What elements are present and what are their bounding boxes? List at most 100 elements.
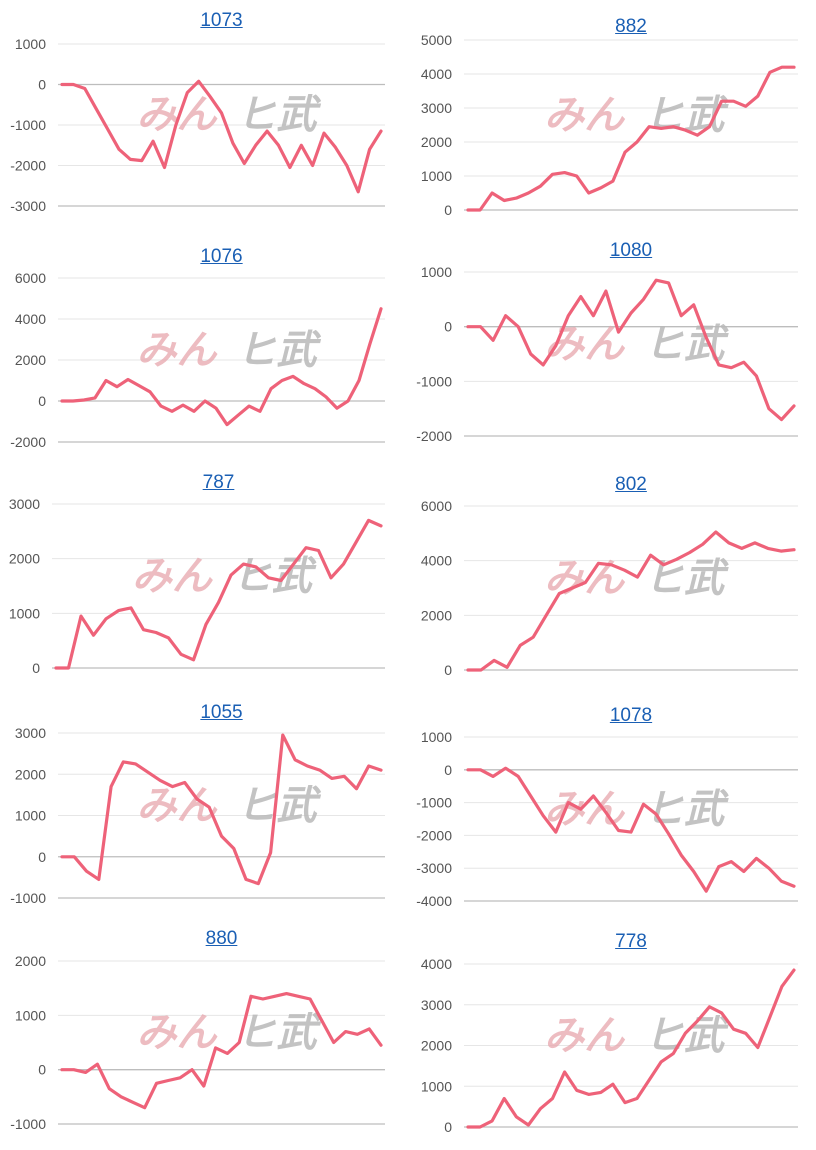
watermark-logo: ヒ武	[232, 554, 317, 598]
y-tick-label: 0	[38, 393, 46, 409]
series-line	[54, 518, 383, 670]
y-tick-label: 6000	[421, 498, 452, 514]
y-tick-label: -1000	[10, 1116, 46, 1132]
watermark-logo: みん	[132, 554, 214, 598]
y-tick-label: 0	[444, 319, 452, 335]
y-tick-label: 1000	[421, 264, 452, 280]
y-tick-label: 2000	[421, 1038, 452, 1054]
y-tick-label: 4000	[421, 956, 452, 972]
series-line	[60, 733, 383, 886]
y-tick-label: 5000	[421, 32, 452, 48]
chart-panel: 1000 0 -1000 -2000 -3000 みん ヒ武 1073	[0, 8, 400, 220]
watermark-logo: ヒ武	[236, 328, 321, 372]
y-tick-label: 3000	[15, 725, 46, 741]
chart-title-link[interactable]: 882	[615, 16, 647, 37]
y-tick-label: -1000	[10, 117, 46, 133]
y-tick-label: 3000	[421, 997, 452, 1013]
y-tick-label: 0	[38, 849, 46, 865]
y-tick-label: 1000	[15, 36, 46, 52]
line-chart: 2000 1000 0 -1000 みん ヒ武	[10, 953, 385, 1132]
series-line	[466, 278, 796, 422]
y-tick-label: 0	[32, 660, 40, 676]
watermark-logo: みん	[544, 556, 626, 600]
chart-panel: 6000 4000 2000 0 みん ヒ武 802	[406, 472, 816, 684]
series-line	[466, 530, 796, 672]
watermark-logo: みん	[136, 1011, 218, 1055]
chart-panel: 5000 4000 3000 2000 1000 0 みん ヒ武 882	[406, 14, 816, 224]
watermark-logo: みん	[136, 328, 218, 372]
y-tick-label: 1000	[421, 168, 452, 184]
y-tick-label: 1000	[421, 1078, 452, 1094]
chart-panel: 3000 2000 1000 0 みん ヒ武 787	[0, 470, 400, 682]
chart-title-link[interactable]: 778	[615, 931, 647, 952]
y-tick-label: 2000	[421, 134, 452, 150]
line-chart: 3000 2000 1000 0 みん ヒ武	[9, 496, 385, 676]
y-tick-label: 1000	[15, 808, 46, 824]
y-tick-label: -1000	[10, 890, 46, 906]
y-tick-label: 2000	[9, 551, 40, 567]
chart-title-link[interactable]: 1078	[609, 705, 653, 726]
chart-panel: 6000 4000 2000 0 -2000 みん ヒ武 1076	[0, 244, 400, 456]
series-line	[60, 991, 383, 1110]
series-line	[60, 79, 383, 194]
y-tick-label: 2000	[15, 352, 46, 368]
y-tick-label: 4000	[421, 553, 452, 569]
watermark-logo: みん	[544, 1014, 626, 1058]
line-chart: 6000 4000 2000 0 -2000 みん ヒ武	[10, 270, 385, 450]
y-tick-label: 0	[444, 202, 452, 218]
y-tick-label: 0	[444, 762, 452, 778]
y-tick-label: -3000	[416, 860, 452, 876]
chart-panel: 4000 3000 2000 1000 0 みん ヒ武 778	[406, 929, 816, 1141]
y-tick-label: -2000	[10, 434, 46, 450]
y-tick-label: -3000	[10, 198, 46, 214]
series-line	[60, 307, 383, 427]
chart-panel: 1000 0 -1000 -2000 -3000 -4000 みん ヒ武 1078	[406, 703, 816, 915]
y-tick-label: 0	[38, 77, 46, 93]
watermark-logo: ヒ武	[644, 787, 729, 831]
y-tick-label: -2000	[416, 428, 452, 444]
series-line	[466, 65, 796, 212]
chart-title-link[interactable]: 1076	[200, 246, 243, 267]
watermark-logo: みん	[544, 93, 626, 137]
chart-title-link[interactable]: 1080	[609, 240, 653, 261]
chart-title-link[interactable]: 787	[202, 472, 235, 493]
y-tick-label: -1000	[416, 373, 452, 389]
y-tick-label: 0	[38, 1062, 46, 1078]
y-tick-label: 2000	[15, 766, 46, 782]
y-tick-label: -4000	[416, 893, 452, 909]
chart-panel: 3000 2000 1000 0 -1000 みん ヒ武 1055	[0, 700, 400, 912]
y-tick-label: 4000	[421, 66, 452, 82]
y-tick-label: 6000	[15, 270, 46, 286]
y-tick-label: -2000	[10, 158, 46, 174]
chart-title-link[interactable]: 880	[205, 928, 238, 949]
y-tick-label: 2000	[421, 607, 452, 623]
chart-title-link[interactable]: 1055	[200, 702, 243, 723]
y-tick-label: 1000	[15, 1007, 46, 1023]
chart-panel: 2000 1000 0 -1000 みん ヒ武 880	[0, 926, 400, 1138]
y-tick-label: 2000	[15, 953, 46, 969]
watermark-logo: ヒ武	[236, 1011, 321, 1055]
y-tick-label: 0	[444, 1119, 452, 1135]
y-tick-label: 4000	[15, 311, 46, 327]
y-tick-label: 1000	[9, 605, 40, 621]
y-tick-label: 3000	[9, 496, 40, 512]
y-tick-label: 3000	[421, 100, 452, 116]
series-line	[466, 766, 796, 893]
line-chart: 4000 3000 2000 1000 0 みん ヒ武	[421, 956, 798, 1135]
chart-panel: 1000 0 -1000 -2000 みん ヒ武 1080	[406, 238, 816, 450]
line-chart: 6000 4000 2000 0 みん ヒ武	[421, 498, 798, 678]
watermark-logo: ヒ武	[236, 93, 321, 137]
y-tick-label: -1000	[416, 795, 452, 811]
y-tick-label: -2000	[416, 827, 452, 843]
chart-title-link[interactable]: 1073	[200, 10, 243, 31]
line-chart: 1000 0 -1000 -2000 -3000 みん ヒ武	[10, 36, 385, 214]
series-line	[466, 968, 796, 1129]
watermark-logo: ヒ武	[644, 556, 729, 600]
chart-title-link[interactable]: 802	[615, 474, 647, 495]
watermark-logo: ヒ武	[644, 1014, 729, 1058]
watermark-logo: みん	[136, 93, 218, 137]
